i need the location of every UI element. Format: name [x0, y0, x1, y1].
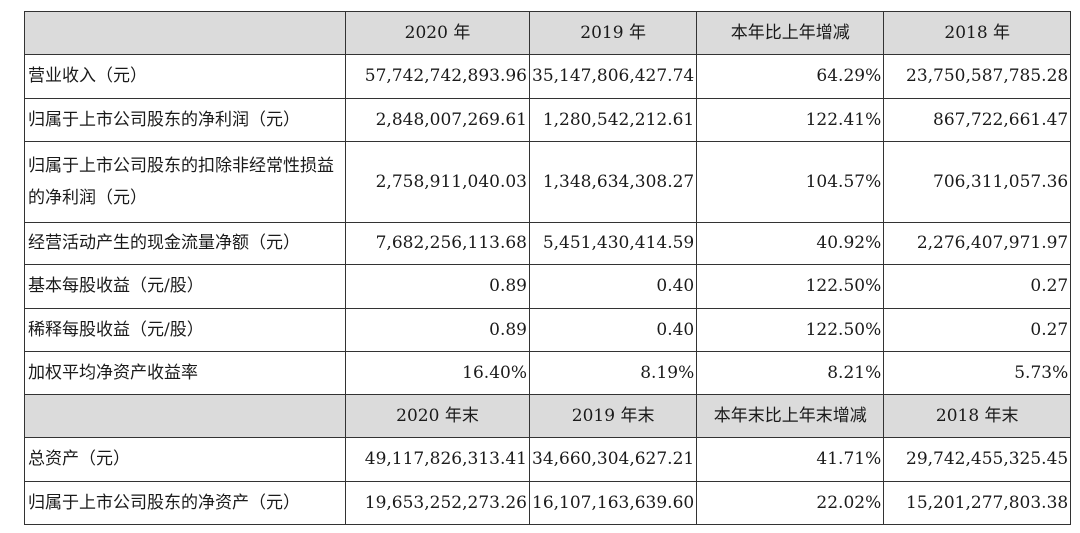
table-row: 总资产（元） 49,117,826,313.41 34,660,304,627.…	[24, 437, 1072, 482]
value-2019: 34,660,304,627.21	[528, 437, 698, 482]
row-label: 总资产（元）	[24, 437, 346, 482]
row-label: 归属于上市公司股东的净利润（元）	[24, 98, 346, 142]
row-label: 归属于上市公司股东的净资产（元）	[24, 481, 346, 525]
header-row: 2020 年末 2019 年末 本年末比上年末增减 2018 年末	[24, 394, 1072, 438]
header-cell: 2018 年末	[883, 394, 1072, 438]
value-change: 64.29%	[696, 54, 885, 99]
value-2019: 16,107,163,639.60	[528, 481, 698, 525]
table-row: 归属于上市公司股东的扣除非经常性损益的净利润（元） 2,758,911,040.…	[24, 141, 1072, 223]
header-cell	[24, 11, 346, 55]
row-label: 归属于上市公司股东的扣除非经常性损益的净利润（元）	[24, 141, 346, 223]
header-cell	[24, 394, 346, 438]
value-change: 122.41%	[696, 98, 885, 142]
value-2018: 29,742,455,325.45	[883, 437, 1072, 482]
header-cell: 2019 年	[528, 11, 698, 55]
value-2020: 19,653,252,273.26	[345, 481, 530, 525]
header-cell: 2019 年末	[528, 394, 698, 438]
financial-summary-table: 2020 年 2019 年 本年比上年增减 2018 年 营业收入（元） 57,…	[24, 11, 1072, 525]
value-2019: 8.19%	[528, 351, 698, 395]
value-2019: 35,147,806,427.74	[528, 54, 698, 99]
value-2018: 0.27	[883, 308, 1072, 352]
value-2020: 49,117,826,313.41	[345, 437, 530, 482]
value-2018: 23,750,587,785.28	[883, 54, 1072, 99]
value-change: 8.21%	[696, 351, 885, 395]
header-row: 2020 年 2019 年 本年比上年增减 2018 年	[24, 11, 1072, 55]
header-cell: 本年末比上年末增减	[696, 394, 885, 438]
table-row: 加权平均净资产收益率 16.40% 8.19% 8.21% 5.73%	[24, 351, 1072, 395]
value-2018: 867,722,661.47	[883, 98, 1072, 142]
value-2018: 0.27	[883, 264, 1072, 309]
header-cell: 2018 年	[883, 11, 1072, 55]
value-2019: 0.40	[528, 264, 698, 309]
value-change: 122.50%	[696, 264, 885, 309]
value-2020: 16.40%	[345, 351, 530, 395]
value-change: 41.71%	[696, 437, 885, 482]
value-change: 104.57%	[696, 141, 885, 223]
row-label: 稀释每股收益（元/股）	[24, 308, 346, 352]
row-label: 基本每股收益（元/股）	[24, 264, 346, 309]
header-cell: 2020 年	[345, 11, 530, 55]
value-2020: 57,742,742,893.96	[345, 54, 530, 99]
table-row: 归属于上市公司股东的净资产（元） 19,653,252,273.26 16,10…	[24, 481, 1072, 525]
row-label: 加权平均净资产收益率	[24, 351, 346, 395]
row-label: 经营活动产生的现金流量净额（元）	[24, 222, 346, 265]
table-row: 归属于上市公司股东的净利润（元） 2,848,007,269.61 1,280,…	[24, 98, 1072, 142]
value-2020: 0.89	[345, 308, 530, 352]
value-change: 122.50%	[696, 308, 885, 352]
value-2019: 1,280,542,212.61	[528, 98, 698, 142]
value-change: 40.92%	[696, 222, 885, 265]
value-2018: 15,201,277,803.38	[883, 481, 1072, 525]
header-cell: 2020 年末	[345, 394, 530, 438]
header-cell: 本年比上年增减	[696, 11, 885, 55]
table-row: 基本每股收益（元/股） 0.89 0.40 122.50% 0.27	[24, 264, 1072, 309]
value-2018: 2,276,407,971.97	[883, 222, 1072, 265]
table-row: 稀释每股收益（元/股） 0.89 0.40 122.50% 0.27	[24, 308, 1072, 352]
row-label: 营业收入（元）	[24, 54, 346, 99]
value-2020: 0.89	[345, 264, 530, 309]
table-row: 经营活动产生的现金流量净额（元） 7,682,256,113.68 5,451,…	[24, 222, 1072, 265]
value-2020: 2,758,911,040.03	[345, 141, 530, 223]
table-row: 营业收入（元） 57,742,742,893.96 35,147,806,427…	[24, 54, 1072, 99]
value-2020: 7,682,256,113.68	[345, 222, 530, 265]
value-2019: 5,451,430,414.59	[528, 222, 698, 265]
value-2020: 2,848,007,269.61	[345, 98, 530, 142]
value-2019: 0.40	[528, 308, 698, 352]
value-2018: 5.73%	[883, 351, 1072, 395]
value-2018: 706,311,057.36	[883, 141, 1072, 223]
value-change: 22.02%	[696, 481, 885, 525]
value-2019: 1,348,634,308.27	[528, 141, 698, 223]
